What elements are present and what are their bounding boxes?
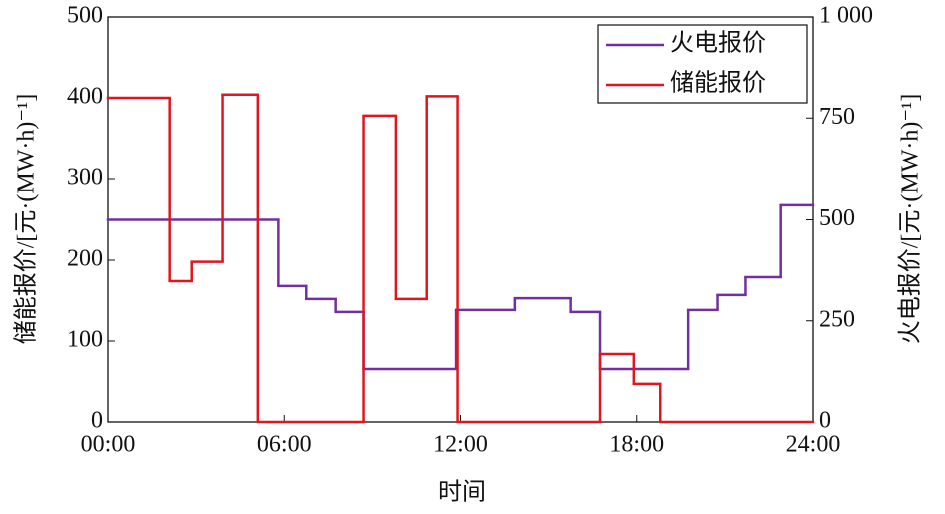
y-tick-label: 300 bbox=[67, 165, 103, 191]
y-axis-label: 储能报价/[元·(MW·h)⁻¹] bbox=[13, 94, 40, 344]
y-tick-label: 200 bbox=[67, 246, 103, 272]
x-tick-label: 12:00 bbox=[433, 432, 488, 458]
y-tick-label: 0 bbox=[91, 408, 103, 434]
x-tick-label: 06:00 bbox=[257, 432, 312, 458]
y2-tick-label: 1 000 bbox=[819, 3, 873, 29]
y2-tick-label: 750 bbox=[819, 104, 855, 130]
y2-tick-label: 500 bbox=[819, 205, 855, 231]
y2-tick-label: 0 bbox=[819, 408, 831, 434]
x-tick-label: 24:00 bbox=[786, 432, 841, 458]
legend-box bbox=[597, 24, 808, 104]
y-tick-label: 400 bbox=[67, 84, 103, 110]
x-tick-label: 18:00 bbox=[609, 432, 664, 458]
legend-label: 火电报价 bbox=[670, 30, 766, 57]
y2-axis-label: 火电报价/[元·(MW·h)⁻¹] bbox=[897, 94, 924, 344]
y-tick-label: 500 bbox=[67, 3, 103, 29]
y-tick-label: 100 bbox=[67, 327, 103, 353]
legend-label: 储能报价 bbox=[670, 70, 766, 97]
x-axis-label: 时间 bbox=[438, 479, 486, 506]
y2-tick-label: 250 bbox=[819, 306, 855, 332]
x-tick-label: 00:00 bbox=[81, 432, 136, 458]
